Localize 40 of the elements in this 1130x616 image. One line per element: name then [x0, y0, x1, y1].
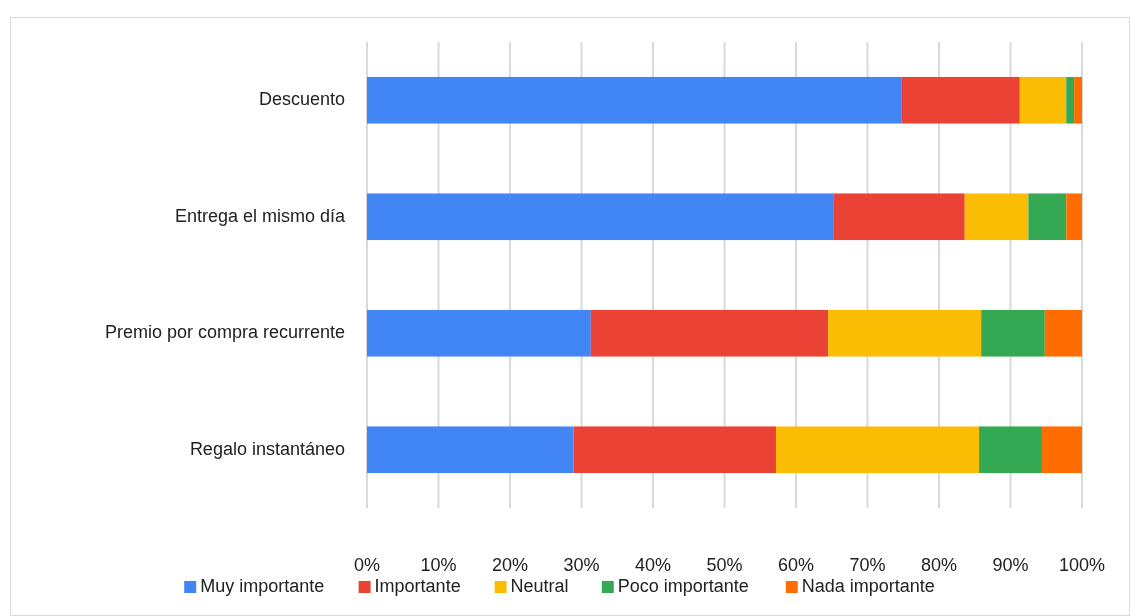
- bar: [901, 76, 1020, 124]
- x-tick-label: 70%: [849, 554, 886, 575]
- bar: [833, 193, 965, 241]
- y-tick-label: Premio por compra recurrente: [104, 322, 345, 342]
- y-tick-label: Descuento: [258, 89, 345, 109]
- legend-label: Nada importante: [801, 575, 935, 596]
- bar: [981, 309, 1045, 357]
- bar: [367, 193, 834, 241]
- bar: [1044, 309, 1082, 357]
- bar: [1041, 426, 1082, 474]
- legend-label: Neutral: [510, 575, 569, 596]
- x-tick-label: 0%: [353, 554, 381, 575]
- bar: [1066, 193, 1082, 241]
- bar: [367, 309, 591, 357]
- x-tick-label: 40%: [634, 554, 672, 575]
- bar: [367, 426, 574, 474]
- x-tick-label: 10%: [420, 554, 457, 575]
- bar: [1028, 193, 1067, 241]
- x-tick-label: 90%: [992, 554, 1029, 575]
- legend-label: Poco importante: [617, 575, 749, 596]
- bar: [590, 309, 829, 357]
- bar: [1066, 76, 1075, 124]
- y-tick-label: Entrega el mismo día: [174, 205, 346, 226]
- bar: [775, 426, 980, 474]
- bar: [1074, 76, 1083, 124]
- x-tick-label: 100%: [1058, 554, 1106, 575]
- bar: [964, 193, 1029, 241]
- bar: [828, 309, 982, 357]
- x-tick-label: 60%: [777, 554, 815, 575]
- x-tick-label: 80%: [920, 554, 958, 575]
- bar: [573, 426, 776, 474]
- bar: [367, 76, 902, 124]
- bar: [979, 426, 1042, 474]
- y-tick-label: Regalo instantáneo: [189, 438, 345, 459]
- x-tick-label: 30%: [563, 554, 600, 575]
- legend-label: Importante: [374, 575, 461, 596]
- bar: [1019, 76, 1067, 124]
- x-tick-label: 20%: [491, 554, 529, 575]
- legend-label: Muy importante: [200, 575, 325, 596]
- x-tick-label: 50%: [706, 554, 743, 575]
